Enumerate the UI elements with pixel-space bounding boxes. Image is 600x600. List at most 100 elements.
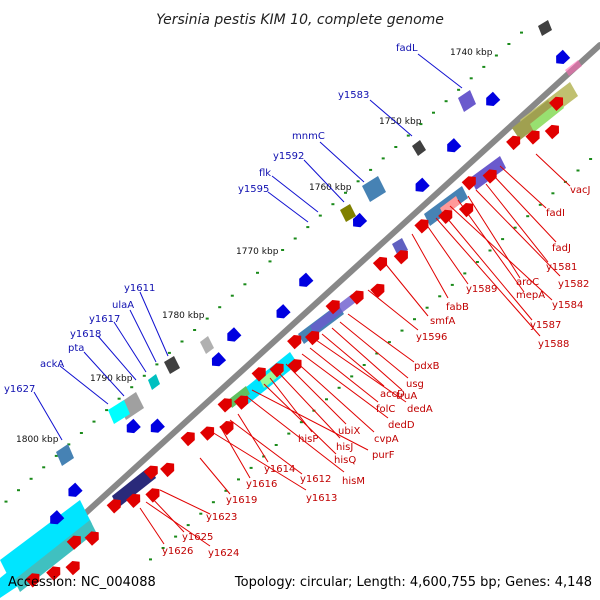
gene-arrow <box>276 304 291 319</box>
track-dot <box>142 374 146 377</box>
track-dot <box>331 203 335 206</box>
gene-arrow <box>287 359 302 374</box>
gene-label: y1582 <box>558 279 589 290</box>
gene-arrow <box>219 421 234 436</box>
gene-label: y1616 <box>246 479 277 490</box>
feature-block <box>0 500 92 584</box>
track-dot <box>438 295 442 298</box>
track-dot <box>149 558 152 561</box>
kbp-label: 1800 kbp <box>16 435 59 445</box>
gene-label: y1614 <box>264 464 295 475</box>
track-dot <box>117 397 121 400</box>
gene-arrow <box>150 418 165 433</box>
track-dot <box>54 454 58 457</box>
track-dot <box>268 260 272 263</box>
track-dot <box>589 158 593 160</box>
track-dot <box>281 249 285 251</box>
track-dot <box>432 111 435 114</box>
gene-label: accD <box>380 389 405 400</box>
gene-label: y1596 <box>416 332 447 343</box>
track-dot <box>174 535 178 538</box>
gene-arrow <box>211 352 227 367</box>
track-dot <box>79 432 83 434</box>
genome-summary-text: Topology: circular; Length: 4,600,755 bp… <box>234 575 592 590</box>
kbp-label: 1770 kbp <box>236 247 279 257</box>
track-dot <box>199 512 203 515</box>
gene-arrow <box>486 91 501 106</box>
map-title: Yersinia pestis KIM 10, complete genome <box>156 12 444 28</box>
gene-arrow <box>305 330 320 346</box>
track-dot <box>287 432 291 435</box>
gene-arrow <box>299 272 314 287</box>
track-dot <box>299 421 303 424</box>
track-dot <box>526 215 530 218</box>
feature-block <box>112 466 156 508</box>
gene-label: smfA <box>430 316 455 327</box>
kbp-label: 1790 kbp <box>90 374 133 384</box>
track-dot <box>450 283 454 286</box>
gene-label: y1617 <box>89 314 120 325</box>
track-dot <box>105 409 109 412</box>
gene-arrow <box>393 250 408 265</box>
gene-label: pdxB <box>414 361 440 372</box>
gene-arrow <box>525 130 540 145</box>
track-dot <box>406 134 410 137</box>
gene-arrow <box>217 398 232 413</box>
feature-block <box>164 356 180 374</box>
track-dot <box>551 192 555 195</box>
inner-gene-labels: vacJ fadI fadJ y1581 y1582 aroC mepA y15… <box>139 153 591 559</box>
track-dot <box>218 306 222 309</box>
gene-label: y1627 <box>4 384 35 395</box>
gene-label: cvpA <box>374 434 399 445</box>
track-dot <box>318 214 322 217</box>
feature-block <box>340 204 356 222</box>
track-dot <box>92 420 96 423</box>
track-dot <box>249 466 253 469</box>
track-dot <box>293 237 297 240</box>
gene-label: hisM <box>342 476 365 487</box>
outer-tick-track <box>4 31 523 503</box>
track-dot <box>375 352 379 355</box>
kbp-label: 1780 kbp <box>162 311 205 321</box>
gene-arrow <box>251 367 266 382</box>
track-dot <box>576 169 580 172</box>
gene-label: y1587 <box>530 320 561 331</box>
gene-arrow <box>447 138 462 153</box>
track-dot <box>350 375 354 378</box>
gene-arrows-reverse <box>50 49 571 525</box>
gene-arrow <box>370 283 385 298</box>
gene-label: y1624 <box>208 548 239 559</box>
track-dot <box>387 341 391 344</box>
track-dot <box>237 478 240 481</box>
track-dot <box>369 168 373 171</box>
gene-label: hisQ <box>334 455 356 466</box>
gene-label: y1592 <box>273 151 304 162</box>
track-dot <box>475 261 479 263</box>
track-dot <box>243 283 247 286</box>
track-dot <box>413 318 416 321</box>
gene-arrow <box>84 531 99 546</box>
gene-arrow <box>544 124 559 140</box>
gene-label: y1584 <box>552 300 583 311</box>
gene-arrow <box>415 177 430 192</box>
gene-arrow <box>106 499 121 514</box>
feature-block <box>565 60 582 76</box>
gene-arrow <box>234 395 249 410</box>
gene-arrows-forward <box>25 96 564 588</box>
track-dot <box>419 123 423 126</box>
gene-arrow <box>200 426 215 441</box>
gene-arrow <box>372 256 388 272</box>
outer-gene-labels: fadL y1583 mnmC y1592 flk y1595 y1611 ul… <box>4 43 463 441</box>
gene-arrow <box>143 465 158 480</box>
track-dot <box>469 77 473 80</box>
track-dot <box>42 466 46 469</box>
track-dot <box>262 455 266 458</box>
gene-arrow <box>126 418 141 434</box>
track-dot <box>337 386 341 389</box>
track-dot <box>482 65 486 68</box>
gene-label: dedD <box>388 420 415 431</box>
gene-label: aroC <box>516 277 539 288</box>
track-dot <box>457 88 461 91</box>
gene-label: y1611 <box>124 283 155 294</box>
